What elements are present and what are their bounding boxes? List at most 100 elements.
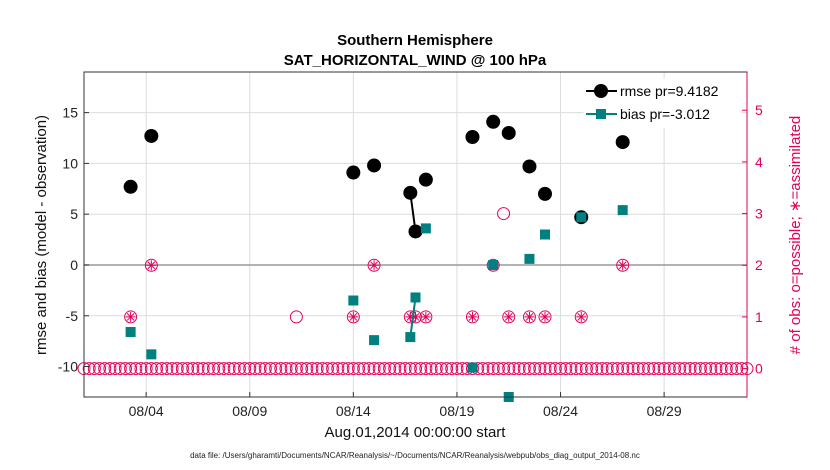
bias-point	[348, 295, 359, 306]
x-tick-label: 08/29	[647, 403, 682, 419]
obs-baseline-marker	[667, 362, 681, 376]
obs-baseline-marker	[538, 362, 552, 376]
y-tick-label: 0	[70, 257, 78, 273]
x-tick-label: 08/09	[232, 403, 267, 419]
obs-baseline-marker	[191, 362, 205, 376]
obs-baseline-marker	[129, 362, 143, 376]
obs-baseline-marker	[393, 362, 407, 376]
obs-baseline-marker	[559, 362, 573, 376]
obs-baseline-marker	[714, 362, 728, 376]
rmse-point	[408, 224, 423, 239]
obs-baseline-marker	[124, 362, 138, 376]
obs-baseline-marker	[564, 362, 578, 376]
obs-baseline-marker	[605, 362, 619, 376]
legend-box	[583, 78, 742, 128]
obs-baseline-marker	[642, 362, 656, 376]
obs-baseline-marker	[82, 362, 96, 376]
bias-point	[576, 212, 587, 223]
obs-baseline-marker	[227, 362, 241, 376]
obs-baseline-marker	[331, 362, 345, 376]
obs-assimilated-marker	[539, 311, 550, 322]
obs-baseline-marker	[585, 362, 599, 376]
y2-tick-label: 5	[755, 102, 763, 118]
obs-baseline-marker	[522, 362, 536, 376]
obs-assimilated-marker	[617, 260, 628, 271]
obs-baseline-marker	[362, 362, 376, 376]
obs-baseline-marker	[569, 362, 583, 376]
obs-baseline-marker	[144, 362, 158, 376]
obs-baseline-marker	[206, 362, 220, 376]
axis-ticks: 08/04 08/09 08/14 08/19 08/24 08/29-10-505101…	[58, 102, 763, 419]
obs-baseline-marker	[543, 362, 557, 376]
asterisk-stroke	[468, 313, 477, 321]
rmse-point	[486, 114, 501, 129]
x-tick-label: 08/24	[543, 403, 578, 419]
obs-assimilated-marker	[576, 311, 587, 322]
rmse-point	[418, 172, 433, 187]
obs-baseline-marker	[222, 362, 236, 376]
obs-baseline-marker	[372, 362, 386, 376]
asterisk-stroke	[422, 313, 430, 321]
obs-assimilated-marker	[524, 311, 535, 322]
chart-title-line2: SAT_HORIZONTAL_WIND @ 100 hPa	[284, 52, 547, 69]
rmse-point	[501, 125, 516, 140]
bias-point	[524, 253, 535, 264]
rmse-point	[522, 159, 537, 174]
obs-baseline-marker	[507, 362, 521, 376]
asterisk-stroke	[618, 261, 627, 270]
bias-point	[617, 205, 628, 216]
bias-point	[410, 292, 421, 303]
asterisk-stroke	[525, 313, 534, 321]
obs-baseline-marker	[434, 362, 448, 376]
legend-bias-label: bias pr=-3.012	[620, 106, 710, 122]
obs-baseline-marker	[87, 362, 101, 376]
obs-baseline-marker	[165, 362, 179, 376]
obs-possible-marker	[144, 258, 158, 272]
obs-baseline-marker	[274, 362, 288, 376]
obs-baseline-marker	[429, 362, 443, 376]
obs-baseline-marker	[155, 362, 169, 376]
x-tick-label: 08/19	[439, 403, 474, 419]
x-tick-label: 08/04	[129, 403, 164, 419]
x-axis-label: Aug.01,2014 00:00:00 start	[325, 424, 507, 441]
obs-baseline-marker	[719, 362, 733, 376]
obs-baseline-marker	[486, 362, 500, 376]
obs-baseline-marker	[248, 362, 262, 376]
bias-point	[420, 223, 431, 234]
rmse-point	[537, 186, 552, 201]
rmse-point	[615, 135, 630, 150]
obs-baseline-marker	[709, 362, 723, 376]
obs-baseline-marker	[548, 362, 562, 376]
obs-baseline-marker	[631, 362, 645, 376]
obs-baseline-marker	[305, 362, 319, 376]
obs-baseline-marker	[590, 362, 604, 376]
obs-baseline-marker	[367, 362, 381, 376]
obs-baseline-marker	[616, 362, 630, 376]
footer-data-file: data file: /Users/gharamti/Documents/NCA…	[190, 451, 640, 460]
obs-baseline-marker	[440, 362, 454, 376]
bias-point	[488, 259, 499, 270]
obs-baseline-marker	[118, 362, 132, 376]
obs-baseline-marker	[300, 362, 314, 376]
obs-baseline-marker	[647, 362, 661, 376]
obs-baseline-marker	[688, 362, 702, 376]
obs-baseline-marker	[662, 362, 676, 376]
obs-baseline-marker	[139, 362, 153, 376]
obs-baseline-marker	[621, 362, 635, 376]
obs-baseline-marker	[704, 362, 718, 376]
obs-baseline-marker	[528, 362, 542, 376]
y-axis-label: rmse and bias (model - observation)	[33, 115, 50, 355]
obs-baseline-marker	[103, 362, 117, 376]
obs-assimilated-marker	[467, 311, 478, 322]
y-tick-label: 10	[62, 155, 78, 171]
obs-baseline-marker	[497, 362, 511, 376]
chart-title-line1: Southern Hemisphere	[337, 32, 493, 49]
obs-baseline-marker	[600, 362, 614, 376]
obs-baseline-marker	[398, 362, 412, 376]
bias-point	[369, 335, 380, 346]
obs-possible-marker	[346, 310, 360, 324]
data-marks	[77, 114, 754, 402]
asterisk-stroke	[504, 313, 513, 321]
obs-baseline-marker	[315, 362, 329, 376]
